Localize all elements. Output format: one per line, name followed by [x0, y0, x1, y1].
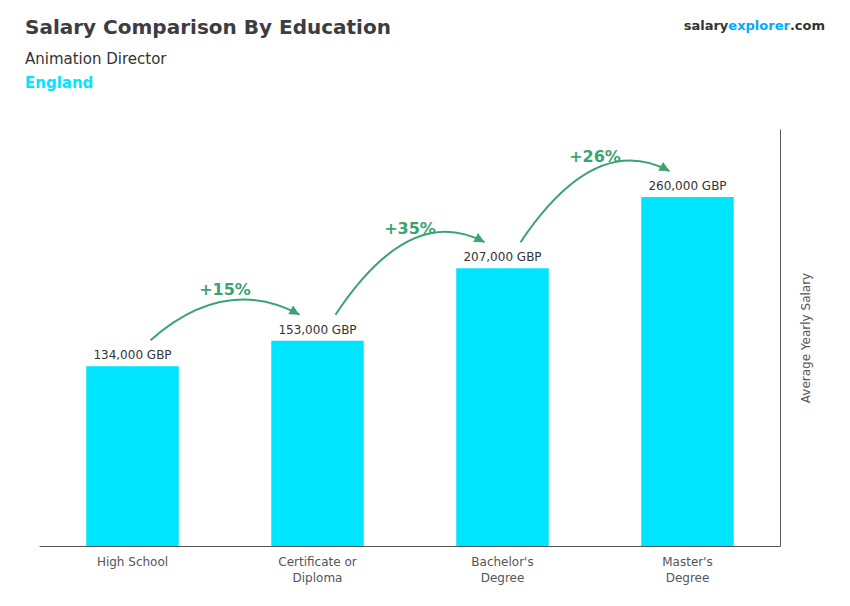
- svg-text:Master's: Master's: [662, 555, 713, 569]
- svg-text:Certificate or: Certificate or: [278, 555, 356, 569]
- svg-text:Animation Director: Animation Director: [25, 50, 167, 68]
- svg-text:+35%: +35%: [384, 219, 436, 238]
- svg-text:260,000 GBP: 260,000 GBP: [648, 179, 726, 193]
- svg-text:Average Yearly Salary: Average Yearly Salary: [799, 273, 813, 403]
- svg-text:Salary Comparison By Education: Salary Comparison By Education: [25, 15, 391, 39]
- svg-text:High School: High School: [97, 555, 168, 569]
- svg-text:England: England: [25, 74, 93, 92]
- svg-text:153,000 GBP: 153,000 GBP: [278, 323, 356, 337]
- svg-text:.com: .com: [790, 18, 825, 33]
- svg-text:+15%: +15%: [199, 280, 251, 299]
- svg-text:+26%: +26%: [569, 147, 621, 166]
- svg-text:Bachelor's: Bachelor's: [471, 555, 533, 569]
- svg-text:Degree: Degree: [481, 571, 525, 585]
- svg-text:134,000 GBP: 134,000 GBP: [93, 348, 171, 362]
- svg-text:explorer: explorer: [728, 18, 790, 33]
- svg-text:207,000 GBP: 207,000 GBP: [463, 250, 541, 264]
- svg-text:Degree: Degree: [666, 571, 710, 585]
- svg-text:salary: salary: [684, 18, 729, 33]
- svg-text:Diploma: Diploma: [293, 571, 343, 585]
